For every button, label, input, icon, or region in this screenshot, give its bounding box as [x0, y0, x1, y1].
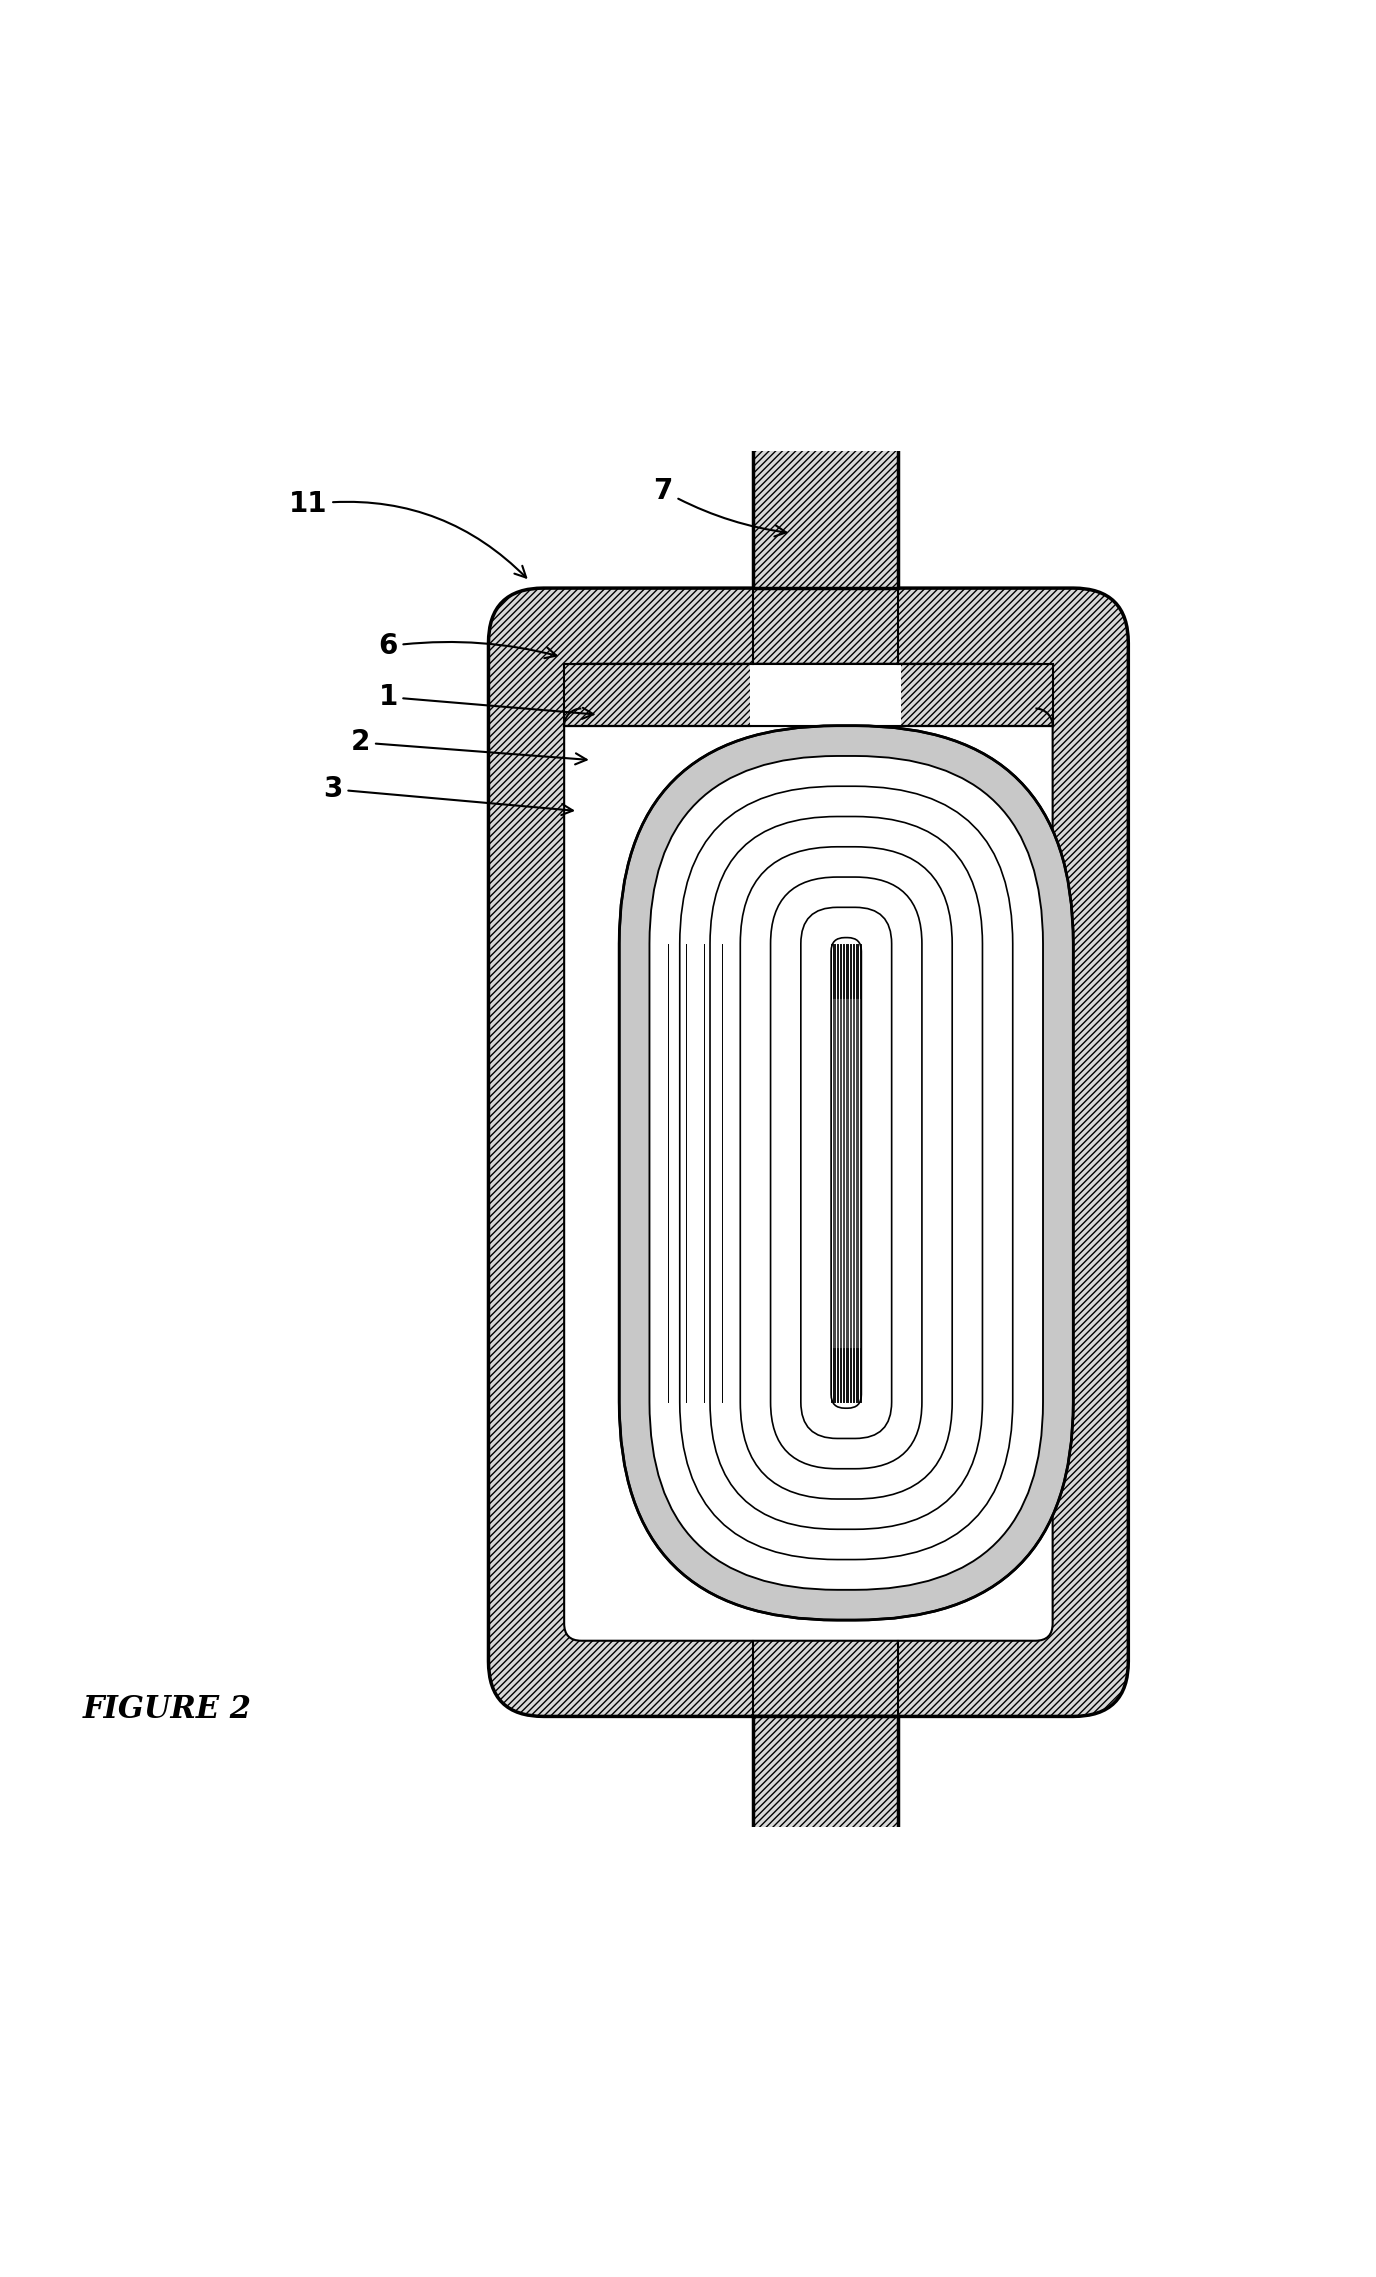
FancyBboxPatch shape [754, 1717, 897, 1847]
FancyBboxPatch shape [740, 847, 952, 1498]
FancyBboxPatch shape [831, 938, 861, 1407]
Text: 2: 2 [351, 729, 586, 765]
FancyBboxPatch shape [710, 817, 982, 1530]
Text: 11: 11 [289, 490, 526, 578]
Text: 7: 7 [654, 476, 786, 537]
FancyBboxPatch shape [649, 756, 1043, 1589]
Text: 3: 3 [323, 774, 572, 815]
FancyBboxPatch shape [801, 906, 892, 1439]
FancyBboxPatch shape [754, 444, 897, 587]
FancyBboxPatch shape [564, 665, 1053, 1642]
FancyBboxPatch shape [488, 587, 1128, 1717]
Text: 1: 1 [378, 683, 593, 720]
FancyBboxPatch shape [680, 786, 1013, 1560]
FancyBboxPatch shape [750, 665, 901, 726]
Text: 6: 6 [378, 633, 556, 660]
FancyBboxPatch shape [564, 665, 1053, 726]
Text: FIGURE 2: FIGURE 2 [83, 1694, 252, 1726]
FancyBboxPatch shape [619, 726, 1073, 1621]
FancyBboxPatch shape [771, 877, 922, 1469]
